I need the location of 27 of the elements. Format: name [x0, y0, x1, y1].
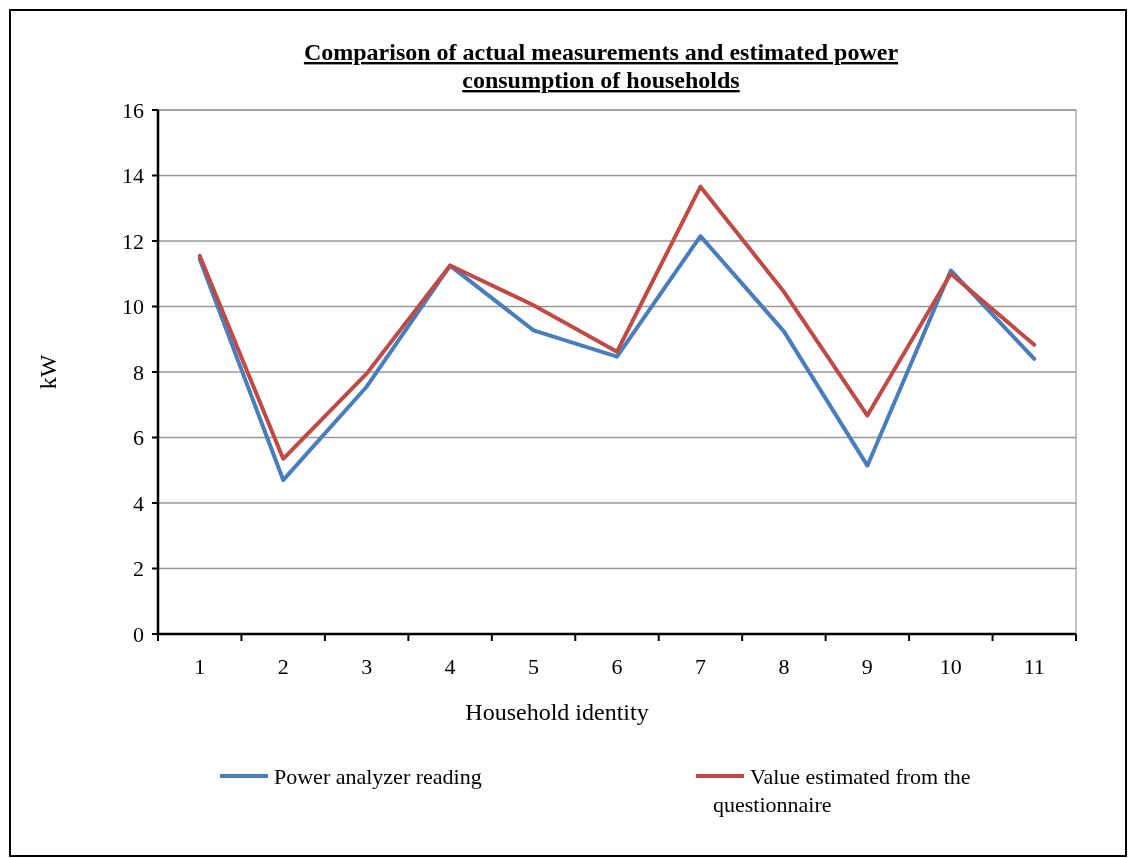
line-series: [197, 234, 1037, 483]
x-tick-label: 10: [939, 654, 962, 679]
legend-label: Value estimated from the questionnaire: [713, 764, 971, 817]
legend-label: Power analyzer reading: [274, 764, 482, 789]
x-tick-label: 1: [194, 654, 206, 679]
y-tick-label: 12: [122, 228, 144, 254]
line-series: [197, 184, 1037, 461]
x-tick-label: 8: [778, 654, 790, 679]
y-tick-label: 8: [133, 359, 144, 385]
y-tick-label: 16: [122, 97, 144, 123]
y-tick-label: 0: [133, 621, 144, 647]
y-tick-label: 2: [133, 556, 144, 582]
y-tick-label: 10: [122, 294, 144, 320]
x-tick-label: 6: [611, 654, 623, 679]
x-tick-label: 7: [694, 654, 706, 679]
x-tick-label: 4: [444, 654, 456, 679]
x-tick-label: 5: [528, 654, 540, 679]
y-tick-label: 4: [133, 490, 144, 516]
x-tick-label: 2: [277, 654, 289, 679]
y-axis-title: kW: [35, 354, 61, 390]
x-tick-label: 11: [1023, 654, 1045, 679]
chart-title: Comparison of actual measurements and estimated power consumption of households: [303, 39, 899, 93]
x-axis-title: Household identity: [465, 699, 649, 725]
x-tick-label: 9: [861, 654, 873, 679]
y-tick-label: 6: [133, 425, 144, 451]
y-tick-label: 14: [122, 163, 144, 189]
x-tick-label: 3: [361, 654, 373, 679]
